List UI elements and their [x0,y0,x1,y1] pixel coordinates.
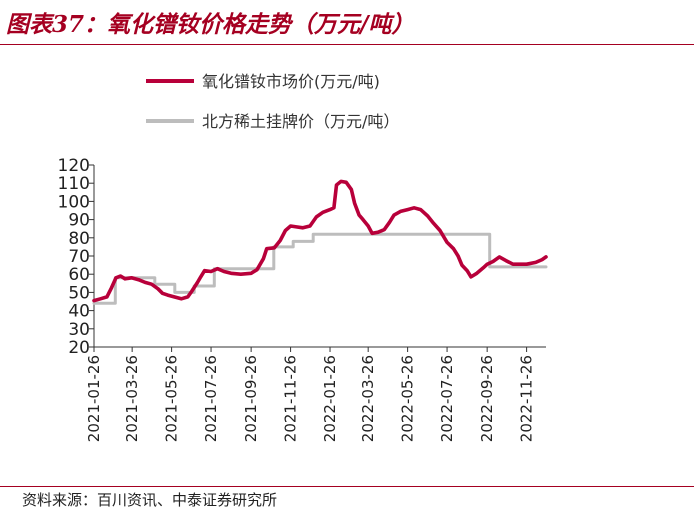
footer-divider [0,486,694,487]
x-tick-label: 2021-03-26 [123,355,141,442]
series-line-north-price [92,232,548,305]
legend: 氧化镨钕市场价(万元/吨) 北方稀土挂牌价（万元/吨） [146,72,399,131]
legend-label-north: 北方稀土挂牌价（万元/吨） [202,112,399,131]
x-tick-label: 2022-11-26 [518,355,536,442]
y-tick-label: 40 [68,302,90,322]
chart-title: 图表37：氧化镨钕价格走势（万元/吨） [6,11,415,38]
y-tick-label: 100 [58,192,90,212]
x-tick-label: 2022-07-26 [438,355,456,442]
y-tick-label: 60 [68,265,90,285]
series-line-market-price [92,179,548,303]
price-chart: 氧化镨钕市场价(万元/吨) 北方稀土挂牌价（万元/吨） 203040506070… [58,72,548,442]
y-tick-label: 120 [58,156,90,176]
title-divider [0,44,694,45]
x-tick-label: 2021-09-26 [242,355,260,442]
x-tick-label: 2022-05-26 [399,355,417,442]
x-tick-label: 2022-09-26 [478,355,496,442]
x-tick-label: 2022-01-26 [321,355,339,442]
x-tick-label: 2022-03-26 [359,355,377,442]
y-tick-label: 80 [68,229,90,249]
y-tick-label: 90 [68,211,90,231]
source-note: 资料来源：百川资讯、中泰证券研究所 [22,491,278,509]
x-tick-label: 2021-01-26 [85,355,103,442]
x-tick-label: 2021-07-26 [202,355,220,442]
y-tick-label: 20 [68,338,90,358]
x-tick-label: 2021-05-26 [163,355,181,442]
x-tick-label: 2021-11-26 [282,355,300,442]
series-layer [92,179,548,305]
y-tick-label: 30 [68,320,90,340]
y-tick-label: 70 [68,247,90,267]
legend-label-market: 氧化镨钕市场价(万元/吨) [202,72,380,91]
y-tick-label: 50 [68,283,90,303]
y-tick-label: 110 [58,174,90,194]
